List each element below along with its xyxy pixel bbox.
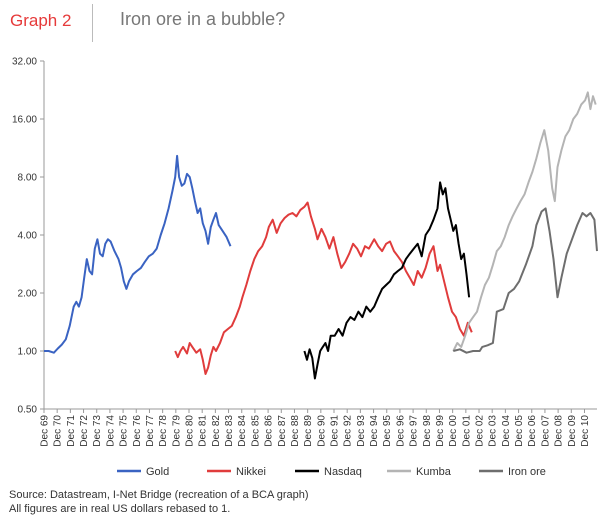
legend-item-gold: Gold <box>117 466 169 478</box>
x-tick-label: Dec 04 <box>501 415 512 447</box>
x-tick-label: Dec 89 <box>303 415 314 447</box>
y-tick-label: 32.00 <box>12 57 37 68</box>
x-tick-label: Dec 87 <box>277 415 288 447</box>
graph-number: Graph 2 <box>10 11 72 30</box>
x-tick-label: Dec 05 <box>514 415 525 447</box>
x-tick-label: Dec 94 <box>369 415 380 447</box>
x-tick-label: Dec 08 <box>554 415 565 447</box>
legend-item-iron-ore: Iron ore <box>479 466 546 478</box>
series-line-nikkei <box>174 201 473 375</box>
x-tick-label: Dec 90 <box>316 415 327 447</box>
x-axis: Dec 69 Dec 70 Dec 71 Dec 72 Dec 73 Dec 74 Dec … <box>40 408 597 447</box>
series-line-nasdaq <box>303 181 471 380</box>
x-tick-label: Dec 77 <box>145 415 156 447</box>
x-tick-label: Dec 78 <box>158 415 169 447</box>
legend-item-nasdaq: Nasdaq <box>295 466 362 478</box>
x-tick-label: Dec 85 <box>250 415 261 447</box>
x-tick-label: Dec 80 <box>185 415 196 447</box>
x-tick-label: Dec 84 <box>237 415 248 447</box>
series-line-gold <box>44 154 232 354</box>
x-tick-label: Dec 06 <box>527 415 538 447</box>
header-divider <box>92 4 93 42</box>
x-tick-label: Dec 76 <box>132 415 143 447</box>
x-tick-label: Dec 02 <box>475 415 486 447</box>
legend: Gold Nikkei Nasdaq Kumba Iron ore <box>117 466 546 478</box>
x-tick-label: Dec 69 <box>40 415 51 447</box>
x-tick-label: Dec 91 <box>330 415 341 447</box>
x-tick-label: Dec 98 <box>422 415 433 447</box>
x-tick-label: Dec 92 <box>343 415 354 447</box>
y-tick-label: 1.00 <box>18 347 38 358</box>
x-tick-label: Dec 95 <box>382 415 393 447</box>
chart-header: Graph 2 Iron ore in a bubble? <box>0 0 600 44</box>
x-tick-label: Dec 96 <box>395 415 406 447</box>
series-line-iron-ore <box>453 207 598 354</box>
x-tick-label: Dec 03 <box>488 415 499 447</box>
x-tick-label: Dec 07 <box>540 415 551 447</box>
x-tick-label: Dec 74 <box>105 415 116 447</box>
y-tick-label: 16.00 <box>12 115 37 126</box>
legend-label: Nasdaq <box>324 466 362 478</box>
x-tick-label: Dec 72 <box>79 415 90 447</box>
x-tick-label: Dec 97 <box>409 415 420 447</box>
x-tick-label: Dec 99 <box>435 415 446 447</box>
x-tick-label: Dec 82 <box>211 415 222 447</box>
x-tick-label: Dec 00 <box>448 415 459 447</box>
source-note: Source: Datastream, I-Net Bridge (recrea… <box>9 489 309 501</box>
legend-item-kumba: Kumba <box>387 466 452 478</box>
legend-label: Nikkei <box>236 466 266 478</box>
y-tick-label: 8.00 <box>18 173 38 184</box>
legend-label: Iron ore <box>508 466 546 478</box>
x-tick-label: Dec 73 <box>92 415 103 447</box>
chart-title: Iron ore in a bubble? <box>120 9 286 29</box>
x-tick-label: Dec 86 <box>264 415 275 447</box>
legend-label: Gold <box>146 466 169 478</box>
x-tick-label: Dec 71 <box>66 415 77 447</box>
y-tick-label: 4.00 <box>18 231 38 242</box>
chart-footer: Source: Datastream, I-Net Bridge (recrea… <box>9 488 309 516</box>
x-tick-label: Dec 81 <box>198 415 209 447</box>
x-tick-label: Dec 75 <box>119 415 130 447</box>
x-tick-label: Dec 83 <box>224 415 235 447</box>
legend-item-nikkei: Nikkei <box>207 466 266 478</box>
x-tick-label: Dec 10 <box>580 415 591 447</box>
x-tick-label: Dec 09 <box>567 415 578 447</box>
x-tick-label: Dec 93 <box>356 415 367 447</box>
currency-note: All figures are in real US dollars rebas… <box>9 503 231 515</box>
legend-label: Kumba <box>416 466 452 478</box>
x-tick-label: Dec 70 <box>53 415 64 447</box>
x-tick-label: Dec 88 <box>290 415 301 447</box>
y-tick-label: 2.00 <box>18 289 38 300</box>
x-tick-label: Dec 01 <box>461 415 472 447</box>
series-line-kumba <box>452 91 597 352</box>
series-lines <box>44 91 598 380</box>
y-axis: 0.50 1.00 2.00 4.00 8.00 16.00 32.00 <box>12 57 45 416</box>
y-tick-label: 0.50 <box>18 405 38 416</box>
x-tick-label: Dec 79 <box>171 415 182 447</box>
